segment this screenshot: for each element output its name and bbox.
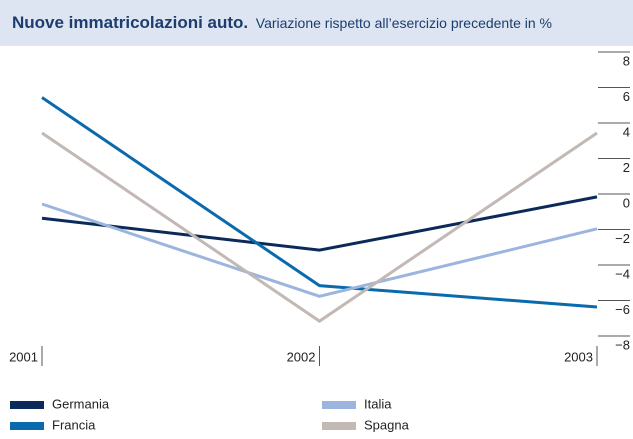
series-line bbox=[41, 195, 598, 252]
y-tick-label: 2 bbox=[623, 160, 630, 175]
y-tick-label: 8 bbox=[623, 53, 630, 68]
y-tick-label: −8 bbox=[615, 337, 630, 352]
chart-title: Nuove immatricolazioni auto. Variazione … bbox=[12, 13, 552, 32]
series-line bbox=[41, 202, 598, 298]
y-tick-label: 6 bbox=[623, 89, 630, 104]
legend-swatch bbox=[322, 422, 356, 430]
series-line bbox=[41, 96, 598, 309]
series-line bbox=[41, 131, 598, 323]
y-tick-label: −4 bbox=[615, 266, 630, 281]
legend-swatch bbox=[10, 422, 44, 430]
legend-label: Italia bbox=[364, 396, 392, 411]
y-tick-label: −6 bbox=[615, 302, 630, 317]
y-tick-label: 4 bbox=[623, 124, 630, 139]
title: Nuove immatricolazioni auto. bbox=[12, 13, 248, 32]
x-tick-label: 2001 bbox=[9, 349, 38, 364]
title-bar bbox=[0, 0, 633, 46]
x-tick-label: 2002 bbox=[287, 349, 316, 364]
subtitle: Variazione rispetto all’esercizio preced… bbox=[256, 15, 552, 31]
legend-label: Spagna bbox=[364, 417, 410, 432]
legend-label: Germania bbox=[52, 396, 110, 411]
legend-swatch bbox=[10, 401, 44, 409]
legend-label: Francia bbox=[52, 417, 96, 432]
x-tick-label: 2003 bbox=[564, 349, 593, 364]
y-tick-label: −2 bbox=[615, 231, 630, 246]
y-tick-label: 0 bbox=[623, 195, 630, 210]
legend-swatch bbox=[322, 401, 356, 409]
